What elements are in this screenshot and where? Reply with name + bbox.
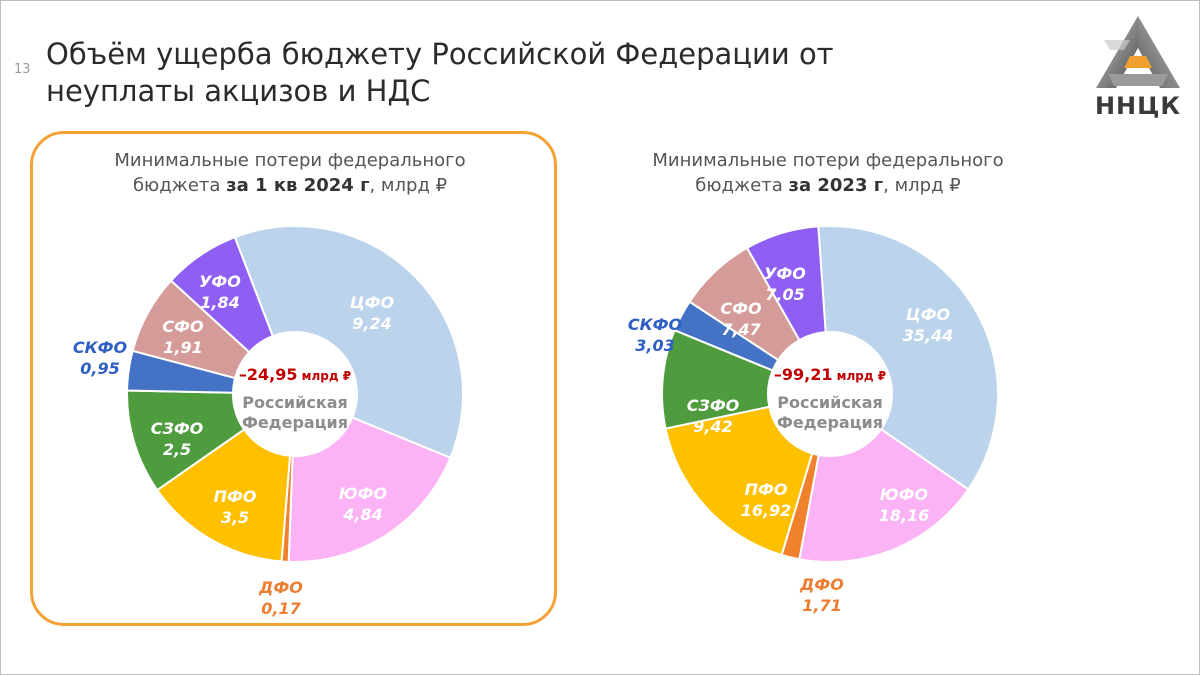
chart-title-line1: Минимальные потери федерального	[114, 150, 466, 171]
slice-label-pfo: ПФО	[214, 487, 257, 506]
slice-label-yufo: ЮФО	[880, 485, 929, 504]
slice-label-dfo: ДФО	[799, 575, 844, 594]
slice-label-sfo: СФО	[162, 317, 204, 336]
donut-hole	[233, 332, 357, 456]
slice-label-skfo: СКФО	[73, 338, 128, 357]
slice-value-yufo: 18,16	[879, 506, 930, 525]
chart-title-2024q1: Минимальные потери федерального бюджета …	[50, 148, 530, 198]
slide-title: Объём ущерба бюджету Российской Федераци…	[46, 36, 946, 110]
company-logo: ННЦК	[1090, 12, 1186, 122]
slice-label-dfo: ДФО	[258, 578, 303, 597]
highlight-box	[30, 131, 557, 626]
slice-label-szfo: СЗФО	[151, 419, 204, 438]
center-total-value: –24,95 млрд ₽	[239, 365, 351, 384]
slice-label-sfo: СФО	[720, 299, 762, 318]
center-label-line2: Федерация	[242, 413, 348, 432]
logo-text: ННЦК	[1094, 92, 1182, 120]
slice-value-ufo: 7,05	[765, 285, 804, 304]
slice-value-skfo: 0,95	[80, 359, 119, 378]
slide-title-line2: неуплаты акцизов и НДС	[46, 74, 431, 108]
slice-value-cfo: 35,44	[903, 326, 954, 345]
center-total-value: –99,21 млрд ₽	[774, 365, 886, 384]
slice-label-yufo: ЮФО	[339, 484, 388, 503]
slice-label-ufo: УФО	[199, 272, 241, 291]
donut-hole	[768, 332, 892, 456]
slice-label-cfo: ЦФО	[906, 305, 951, 324]
slice-label-cfo: ЦФО	[350, 293, 395, 312]
center-label-line1: Российская	[777, 393, 883, 412]
slice-ufo	[745, 225, 827, 342]
chart-title-2023: Минимальные потери федерального бюджета …	[588, 148, 1068, 198]
slide-title-line1: Объём ущерба бюджету Российской Федераци…	[46, 37, 834, 71]
chart-title-line1: Минимальные потери федерального	[652, 150, 1004, 171]
slice-label-ufo: УФО	[764, 264, 806, 283]
slice-value-szfo: 9,42	[693, 417, 732, 436]
chart-title-line2: бюджета за 2023 г, млрд ₽	[695, 175, 961, 196]
center-label-line1: Российская	[242, 393, 348, 412]
slice-label-skfo: СКФО	[628, 315, 683, 334]
slice-value-cfo: 9,24	[352, 314, 391, 333]
slice-value-pfo: 16,92	[741, 501, 792, 520]
slice-value-ufo: 1,84	[200, 293, 239, 312]
slice-value-dfo: 0,17	[261, 599, 301, 618]
slide-number: 13	[14, 62, 31, 77]
slice-value-dfo: 1,71	[802, 596, 841, 615]
slice-value-yufo: 4,84	[342, 505, 382, 524]
slice-value-szfo: 2,5	[163, 440, 191, 459]
center-label-line2: Федерация	[777, 413, 883, 432]
logo-triangle-icon	[1096, 16, 1180, 88]
slice-value-sfo: 1,91	[163, 338, 202, 357]
slice-value-sfo: 7,47	[721, 320, 761, 339]
slice-value-pfo: 3,5	[221, 508, 249, 527]
slice-label-pfo: ПФО	[745, 480, 788, 499]
slice-label-szfo: СЗФО	[687, 396, 740, 415]
slice-value-skfo: 3,03	[635, 336, 674, 355]
chart-title-line2: бюджета за 1 кв 2024 г, млрд ₽	[132, 175, 448, 196]
